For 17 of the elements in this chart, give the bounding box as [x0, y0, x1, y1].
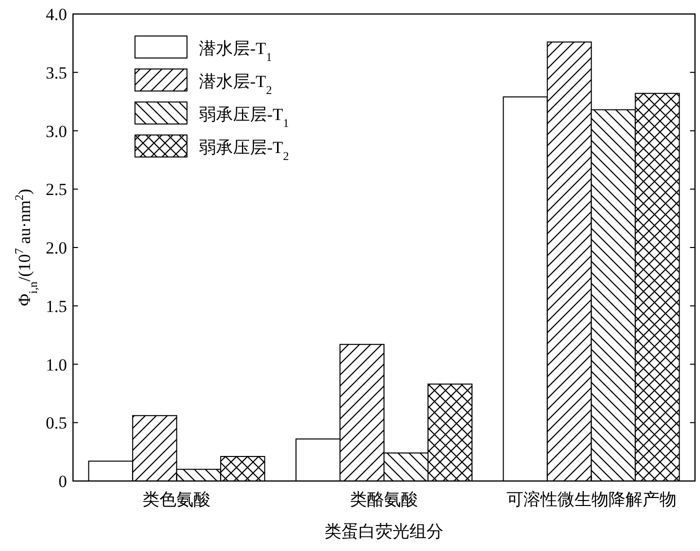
legend-label: 潜水层-T$_{2}$: [199, 72, 272, 97]
legend-label: 弱承压层-T$_{1}$: [199, 105, 290, 130]
x-tick-label: 可溶性微生物降解产物: [506, 490, 676, 510]
x-axis-title: 类蛋白荧光组分: [324, 522, 444, 542]
y-tick-label: 0.5: [46, 414, 67, 433]
legend-label: 弱承压层-T$_{2}$: [199, 138, 290, 163]
y-tick-label: 3.5: [46, 63, 67, 82]
y-tick-label: 1.5: [46, 296, 67, 316]
y-tick-label: 0: [58, 472, 67, 491]
y-tick-label: 2.5: [46, 180, 67, 200]
x-tick-label: 类酪氨酸: [350, 490, 418, 510]
y-tick-label: 4.0: [46, 5, 67, 24]
legend-label: 潜水层-T$_{1}$: [199, 39, 272, 64]
y-tick-label: 2.0: [46, 238, 67, 258]
x-tick-label: 类色氨酸: [142, 490, 211, 510]
y-tick-label: 3.0: [46, 122, 67, 141]
y-tick-label: 1.0: [46, 355, 67, 374]
